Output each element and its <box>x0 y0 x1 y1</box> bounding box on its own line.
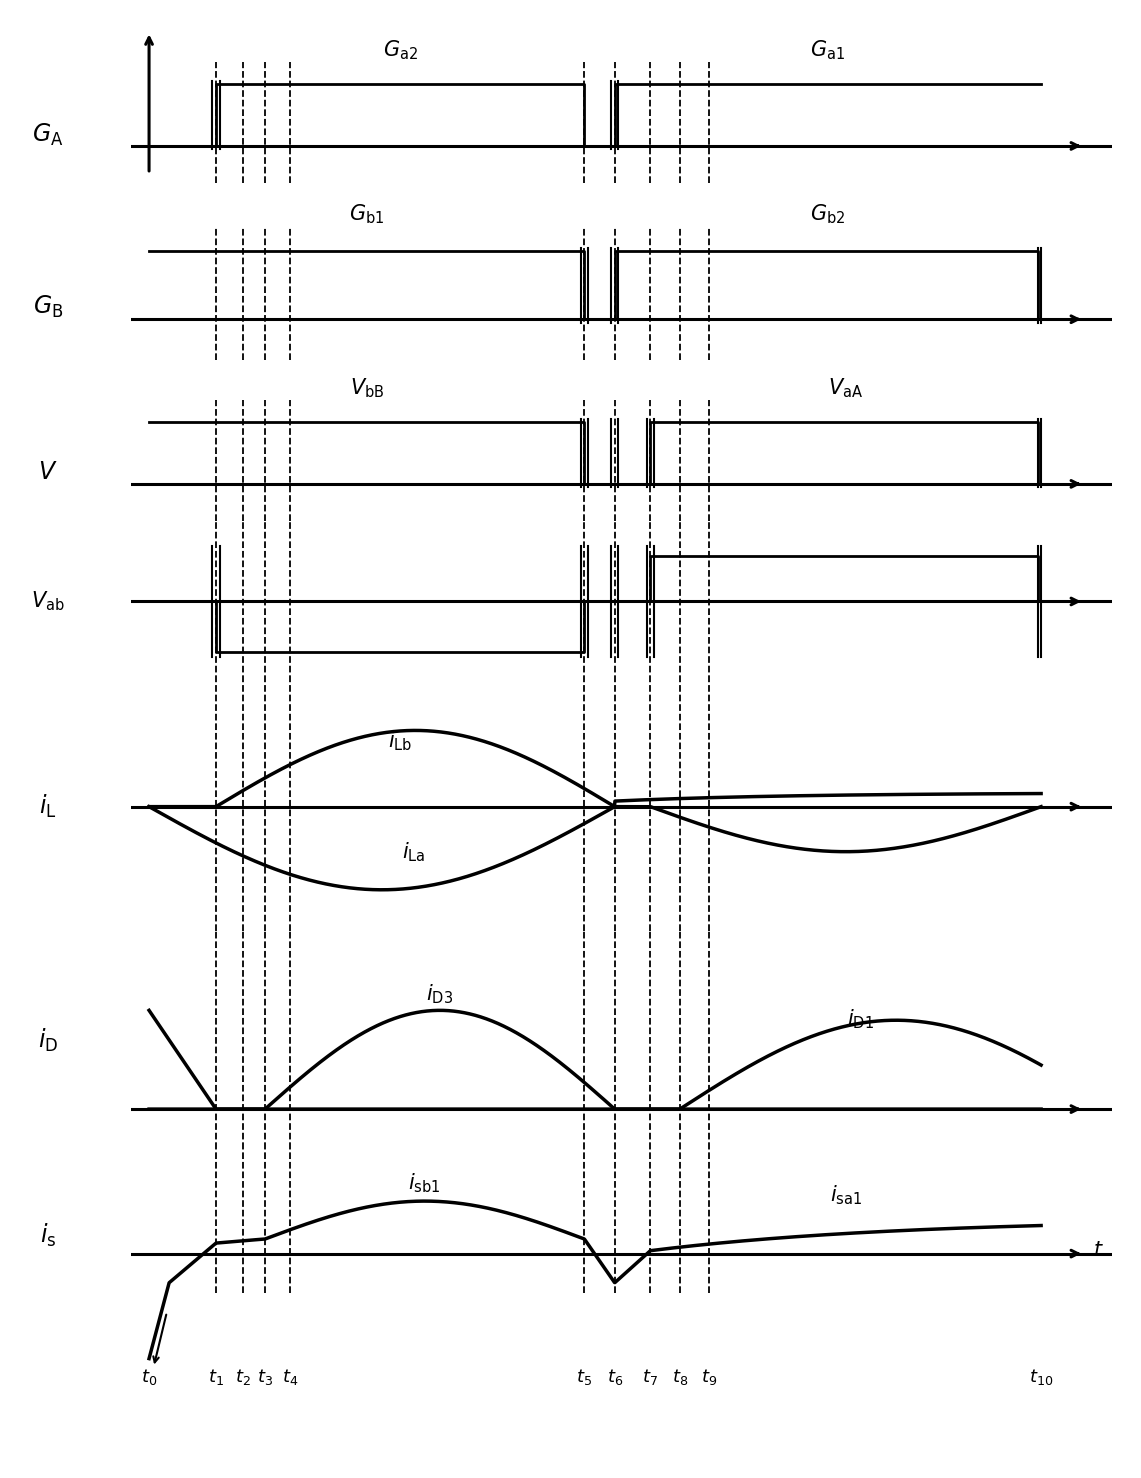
Text: $G_{\rm B}$: $G_{\rm B}$ <box>33 294 63 321</box>
Text: $t_{10}$: $t_{10}$ <box>1029 1367 1053 1388</box>
Text: $i_{\rm La}$: $i_{\rm La}$ <box>402 841 426 865</box>
Text: $i_{\rm L}$: $i_{\rm L}$ <box>39 794 57 820</box>
Text: $G_{\rm b2}$: $G_{\rm b2}$ <box>810 202 845 226</box>
Text: $V_{\rm aA}$: $V_{\rm aA}$ <box>828 375 864 399</box>
Text: $t_2$: $t_2$ <box>235 1367 251 1388</box>
Text: $t_3$: $t_3$ <box>257 1367 273 1388</box>
Text: $G_{\rm A}$: $G_{\rm A}$ <box>32 121 64 148</box>
Text: $i_{\rm sb1}$: $i_{\rm sb1}$ <box>408 1172 440 1196</box>
Text: $V_{\rm bB}$: $V_{\rm bB}$ <box>349 375 383 399</box>
Text: $t_5$: $t_5$ <box>576 1367 592 1388</box>
Text: $i_{\rm Lb}$: $i_{\rm Lb}$ <box>388 730 412 754</box>
Text: $t_9$: $t_9$ <box>702 1367 718 1388</box>
Text: $i_{\rm D1}$: $i_{\rm D1}$ <box>847 1007 874 1030</box>
Text: $G_{\rm b1}$: $G_{\rm b1}$ <box>349 202 385 226</box>
Text: $V_{\rm ab}$: $V_{\rm ab}$ <box>31 590 65 613</box>
Text: $G_{\rm a2}$: $G_{\rm a2}$ <box>382 38 418 62</box>
Text: $t_8$: $t_8$ <box>672 1367 688 1388</box>
Text: $t_0$: $t_0$ <box>141 1367 157 1388</box>
Text: $t_7$: $t_7$ <box>642 1367 658 1388</box>
Text: $i_{\rm s}$: $i_{\rm s}$ <box>40 1221 56 1249</box>
Text: $G_{\rm a1}$: $G_{\rm a1}$ <box>810 38 845 62</box>
Text: $t_6$: $t_6$ <box>607 1367 623 1388</box>
Text: $i_{\rm D3}$: $i_{\rm D3}$ <box>427 983 453 1007</box>
Text: $i_{\rm sa1}$: $i_{\rm sa1}$ <box>830 1182 861 1206</box>
Text: $t_1$: $t_1$ <box>208 1367 224 1388</box>
Text: $t$: $t$ <box>1093 1242 1103 1261</box>
Text: $V$: $V$ <box>38 461 57 485</box>
Text: $t_4$: $t_4$ <box>282 1367 298 1388</box>
Text: $i_{\rm D}$: $i_{\rm D}$ <box>38 1026 58 1054</box>
